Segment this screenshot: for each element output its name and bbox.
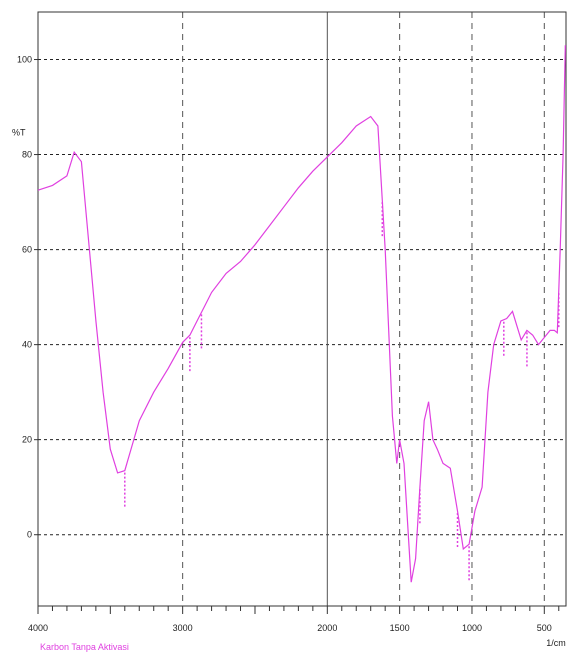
x-unit-label: 1/cm bbox=[546, 638, 566, 648]
grid-lines bbox=[38, 12, 566, 606]
x-tick-label: 1500 bbox=[390, 623, 410, 633]
y-tick-label: 20 bbox=[22, 435, 32, 445]
y-tick-label: 0 bbox=[27, 530, 32, 540]
y-tick-label: 40 bbox=[22, 340, 32, 350]
x-tick-label: 4000 bbox=[28, 623, 48, 633]
x-tick-label: 500 bbox=[537, 623, 552, 633]
plot-frame bbox=[37, 11, 567, 607]
x-tick-label: 3000 bbox=[173, 623, 193, 633]
axes: 0 20 40 60 80 100 4000 3000 2000 1500 1000 500 bbox=[17, 55, 560, 633]
y-tick-label: 60 bbox=[22, 245, 32, 255]
series-line-karbon bbox=[37, 45, 566, 583]
y-axis-title: %T bbox=[12, 128, 26, 138]
x-tick-label: 2000 bbox=[317, 623, 337, 633]
y-tick-label: 80 bbox=[22, 150, 32, 160]
y-tick-label: 100 bbox=[17, 55, 32, 65]
legend-label: Karbon Tanpa Aktivasi bbox=[40, 642, 129, 652]
x-tick-label: 1000 bbox=[462, 623, 482, 633]
